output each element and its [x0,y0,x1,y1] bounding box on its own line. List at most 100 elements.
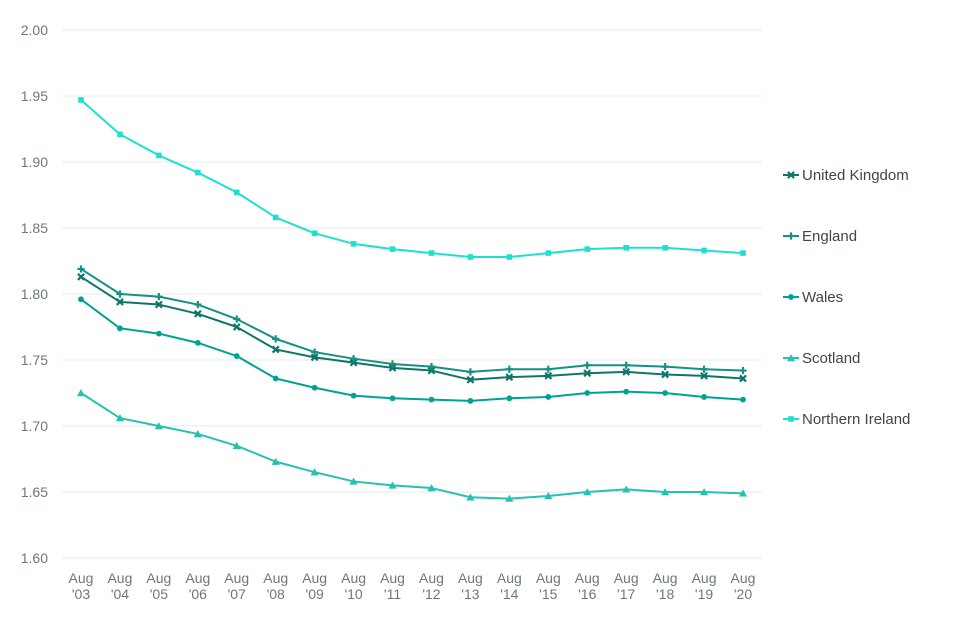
data-point-marker [78,97,84,103]
x-tick-year: '20 [734,586,752,602]
x-marker-icon [783,171,799,179]
data-point-marker [622,485,631,493]
series-northern-ireland [78,97,746,260]
x-tick-year: '07 [228,586,246,602]
data-point-marker [505,494,514,502]
x-axis-tick-label: Aug '13 [458,570,483,602]
data-point-marker [428,396,435,403]
data-point-marker [544,371,553,380]
data-point-marker [467,254,474,260]
series-line [80,267,744,373]
legend: United Kingdom England Wales Scotland Northe… [783,166,910,471]
data-point-marker [699,488,709,496]
data-point-marker [583,488,592,496]
legend-label: England [802,227,858,245]
x-tick-month: Aug [614,570,639,586]
x-tick-year: '06 [189,586,207,602]
data-point-marker [505,373,514,382]
data-point-marker [155,330,162,337]
data-point-marker [466,375,475,384]
series-line [80,275,744,381]
data-point-marker [350,241,357,247]
y-axis-tick-label: 1.90 [21,154,48,170]
x-tick-year: '14 [500,586,518,602]
y-axis-tick-label: 1.95 [21,88,48,104]
data-point-marker [350,392,357,399]
x-tick-month: Aug [692,570,717,586]
data-point-marker [583,369,592,378]
x-tick-month: Aug [497,570,522,586]
legend-item-united-kingdom: United Kingdom [783,166,910,184]
data-point-marker [787,232,795,240]
y-axis-tick-label: 1.85 [21,220,48,236]
data-point-marker [623,388,630,395]
data-point-marker [545,250,552,256]
data-point-marker [389,246,396,252]
x-axis-tick-label: Aug '15 [536,570,561,602]
data-point-marker [389,395,396,402]
data-point-marker [77,265,85,273]
data-point-marker [310,353,319,362]
data-point-marker [788,416,794,422]
data-point-marker [388,481,397,489]
data-point-marker [194,339,201,346]
legend-item-scotland: Scotland [783,349,910,367]
x-tick-month: Aug [731,570,756,586]
data-point-marker [428,250,435,256]
data-point-marker [193,430,202,438]
x-tick-month: Aug [107,570,132,586]
data-point-marker [349,477,358,485]
x-tick-year: '05 [150,586,168,602]
data-point-marker [584,390,591,396]
x-tick-year: '17 [617,586,635,602]
series-line [80,392,744,500]
data-point-marker [233,353,240,359]
data-point-marker [467,398,474,404]
x-tick-year: '04 [111,586,129,602]
data-point-marker [116,298,124,306]
x-tick-year: '18 [656,586,674,602]
data-point-marker [661,370,669,379]
data-point-marker [505,365,513,373]
x-axis-tick-label: Aug '07 [224,570,249,602]
y-axis-tick-label: 1.60 [21,550,48,566]
data-point-marker [232,441,241,449]
data-point-marker [701,247,707,254]
data-point-marker [506,395,513,402]
legend-item-england: England [783,227,910,245]
x-tick-month: Aug [341,570,366,586]
data-point-marker [156,152,162,159]
data-point-marker [116,290,124,298]
x-tick-year: '12 [422,586,440,602]
y-axis-tick-label: 1.80 [21,286,48,302]
x-tick-year: '13 [461,586,479,602]
data-point-marker [427,366,436,375]
x-tick-year: '15 [539,586,557,602]
data-point-marker [544,492,553,500]
data-point-marker [700,371,708,380]
data-point-marker [740,250,746,256]
data-point-marker [622,361,630,369]
x-axis-tick-label: Aug '10 [341,570,366,602]
x-axis-tick-label: Aug '18 [653,570,678,602]
data-point-marker [232,323,241,331]
data-point-marker [115,414,125,422]
x-tick-month: Aug [458,570,483,586]
data-point-marker [661,488,670,496]
data-point-marker [311,384,318,391]
square-marker-icon [783,416,799,422]
data-point-marker [700,365,708,373]
x-tick-year: '19 [695,586,713,602]
x-axis-tick-label: Aug '08 [263,570,288,602]
data-point-marker [349,355,358,363]
x-tick-month: Aug [653,570,678,586]
data-point-marker [545,394,552,400]
data-point-marker [272,375,279,382]
x-axis-tick-label: Aug '14 [497,570,522,602]
x-tick-year: '03 [72,586,90,602]
data-point-marker [466,493,475,501]
data-point-marker [155,300,163,309]
series-scotland [76,389,748,502]
